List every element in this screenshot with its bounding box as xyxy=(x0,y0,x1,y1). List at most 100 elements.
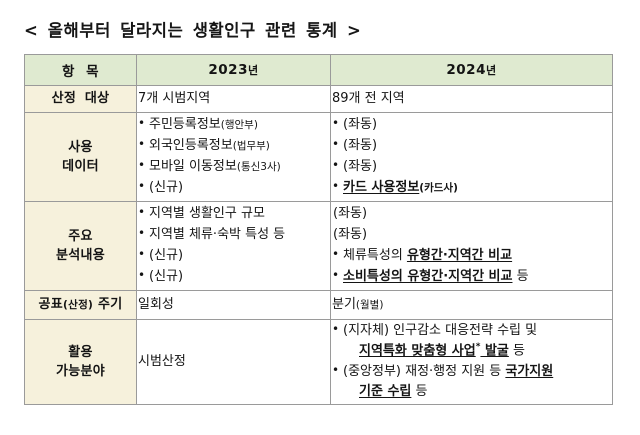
item-prefix: (지자체) 인구감소 대응전략 수립 및 xyxy=(343,322,538,338)
column-header-2024: 2024년 xyxy=(330,54,613,86)
item-suffix: 등 xyxy=(508,343,525,359)
cell-text-note: (월별) xyxy=(355,298,384,311)
list-item: 체류특성의 유형간·지역간 비교 xyxy=(331,245,612,266)
row-label-use: 활용 가능분야 xyxy=(24,319,137,405)
item-main-emphasis: 카드 사용정보 xyxy=(343,180,420,196)
item-main: (좌동) xyxy=(343,159,378,174)
row-label-line: 분석내용 xyxy=(55,248,106,263)
item-emphasis-2: 기준 수립 xyxy=(359,384,412,400)
cell-data-2023: 주민등록정보(행안부) 외국인등록정보(법무부) 모바일 이동정보(통신3사) … xyxy=(136,112,331,202)
item-main: (신규) xyxy=(149,269,184,285)
bullet-list: 지역별 생활인구 규모 지역별 체류·숙박 특성 등 (신규) (신규) xyxy=(137,203,330,288)
item-note: (법무부) xyxy=(232,139,270,152)
statistics-table: 항 목 2023년 2024년 산정 대상 7개 시범지역 89개 전 지역 xyxy=(24,54,613,405)
list-item: (좌동) xyxy=(331,225,612,245)
cell-use-2024: (지자체) 인구감소 대응전략 수립 및 지역특화 맞춤형 사업* 발굴 등 (… xyxy=(330,319,613,405)
column-header-2024-suffix: 년 xyxy=(485,64,497,77)
row-label-line: 데이터 xyxy=(62,159,99,174)
item-prefix: (중앙정부) 재정·행정 지원 등 xyxy=(343,364,506,380)
item-prefix: 체류특성의 xyxy=(343,248,407,263)
item-main: (좌동) xyxy=(343,116,378,132)
asterisk-marker: * xyxy=(475,341,481,352)
item-second-line: 기준 수립 등 xyxy=(343,382,612,402)
row-label-target: 산정 대상 xyxy=(24,85,137,113)
row-label-small: (산정) xyxy=(63,299,94,312)
item-main: (좌동) xyxy=(343,137,378,153)
cell-cycle-2023: 일회성 xyxy=(136,290,331,320)
table-row: 주요 분석내용 지역별 생활인구 규모 지역별 체류·숙박 특성 등 (신규) … xyxy=(24,201,613,291)
row-label-line: 활용 xyxy=(68,344,93,360)
list-item: (좌동) xyxy=(331,135,612,156)
row-label-line: 사용 xyxy=(68,139,93,155)
item-main: (신규) xyxy=(149,180,184,196)
list-item: (신규) xyxy=(137,177,330,198)
statistics-table-wrapper: 항 목 2023년 2024년 산정 대상 7개 시범지역 89개 전 지역 xyxy=(24,54,613,405)
row-label-analysis: 주요 분석내용 xyxy=(24,201,137,291)
list-item: (좌동) xyxy=(331,114,612,135)
cell-text: 분기(월별) xyxy=(331,295,612,315)
list-item: 카드 사용정보(카드사) xyxy=(331,177,612,198)
row-label-cycle: 공표(산정) 주기 xyxy=(24,290,137,320)
cell-analysis-2023: 지역별 생활인구 규모 지역별 체류·숙박 특성 등 (신규) (신규) xyxy=(136,201,331,291)
list-item: (좌동) xyxy=(331,204,612,224)
cell-text: 일회성 xyxy=(138,296,174,312)
list-item: (좌동) xyxy=(331,156,612,177)
item-emphasis: 유형간·지역간 비교 xyxy=(406,248,513,263)
list-item: (신규) xyxy=(137,245,330,266)
cell-target-2023: 7개 시범지역 xyxy=(136,85,331,113)
list-item: (신규) xyxy=(137,266,330,287)
cell-data-2024: (좌동) (좌동) (좌동) 카드 사용정보(카드사) xyxy=(330,112,613,202)
row-label-line: 가능분야 xyxy=(55,364,106,379)
item-main: 지역별 체류·숙박 특성 등 xyxy=(149,226,286,242)
list-item: (지자체) 인구감소 대응전략 수립 및 지역특화 맞춤형 사업* 발굴 등 xyxy=(331,320,612,362)
table-row: 공표(산정) 주기 일회성 분기(월별) xyxy=(24,290,613,320)
cell-text: 89개 전 지역 xyxy=(332,90,405,106)
item-emphasis: 지역특화 맞춤형 사업 xyxy=(359,343,476,359)
item-emphasis-2: 발굴 xyxy=(480,343,509,359)
bullet-list: (좌동) (좌동) (좌동) 카드 사용정보(카드사) xyxy=(331,114,612,199)
item-main: 외국인등록정보 xyxy=(149,137,233,153)
table-row: 활용 가능분야 시범산정 (지자체) 인구감소 대응전략 수립 및 지역특화 맞… xyxy=(24,319,613,405)
row-label-line: 공표(산정) 주기 xyxy=(38,297,123,313)
list-item: 외국인등록정보(법무부) xyxy=(137,135,330,156)
item-suffix: 등 xyxy=(411,384,428,400)
list-item: 모바일 이동정보(통신3사) xyxy=(137,156,330,177)
column-header-2023-suffix: 년 xyxy=(247,64,259,77)
list-item: 지역별 체류·숙박 특성 등 xyxy=(137,224,330,245)
bullet-list: 주민등록정보(행안부) 외국인등록정보(법무부) 모바일 이동정보(통신3사) … xyxy=(137,114,330,199)
item-note: (행안부) xyxy=(220,118,258,131)
bullet-list: (지자체) 인구감소 대응전략 수립 및 지역특화 맞춤형 사업* 발굴 등 (… xyxy=(331,320,612,403)
item-second-line: 지역특화 맞춤형 사업* 발굴 등 xyxy=(343,341,612,361)
table-row: 사용 데이터 주민등록정보(행안부) 외국인등록정보(법무부) 모바일 이동정보… xyxy=(24,112,613,202)
list-item: 주민등록정보(행안부) xyxy=(137,114,330,135)
column-header-2023-num: 2023 xyxy=(208,62,248,78)
cell-analysis-2024: (좌동) (좌동) 체류특성의 유형간·지역간 비교 소비특성의 유형간·지역간… xyxy=(330,201,613,291)
bullet-list: (좌동) (좌동) 체류특성의 유형간·지역간 비교 소비특성의 유형간·지역간… xyxy=(331,204,612,288)
cell-text-main: 분기 xyxy=(332,296,356,312)
column-header-item: 항 목 xyxy=(24,54,137,86)
page-title: < 올해부터 달라지는 생활인구 관련 통계 > xyxy=(24,21,362,40)
item-main: 주민등록정보 xyxy=(149,116,221,132)
cell-target-2024: 89개 전 지역 xyxy=(330,85,613,113)
item-main: (신규) xyxy=(149,248,184,263)
item-emphasis: 소비특성의 유형간·지역간 비교 xyxy=(343,269,513,285)
item-note: (통신3사) xyxy=(236,161,281,173)
item-main: (좌동) xyxy=(333,205,368,221)
column-header-2024-num: 2024 xyxy=(446,62,486,78)
cell-text: 7개 시범지역 xyxy=(138,90,211,106)
column-header-2023: 2023년 xyxy=(136,54,331,86)
item-main: (좌동) xyxy=(333,226,368,242)
item-main: 지역별 생활인구 규모 xyxy=(149,205,265,221)
cell-text: 시범산정 xyxy=(138,353,186,369)
row-label-line: 주요 xyxy=(68,228,93,244)
row-label-data: 사용 데이터 xyxy=(24,112,137,202)
table-row: 산정 대상 7개 시범지역 89개 전 지역 xyxy=(24,85,613,113)
item-note: (카드사) xyxy=(419,182,458,195)
list-item: 지역별 생활인구 규모 xyxy=(137,203,330,224)
cell-use-2023: 시범산정 xyxy=(136,319,331,405)
table-header-row: 항 목 2023년 2024년 xyxy=(24,54,613,86)
cell-cycle-2024: 분기(월별) xyxy=(330,290,613,320)
item-emphasis: 국가지원 xyxy=(505,364,554,380)
list-item: 소비특성의 유형간·지역간 비교 등 xyxy=(331,266,612,287)
